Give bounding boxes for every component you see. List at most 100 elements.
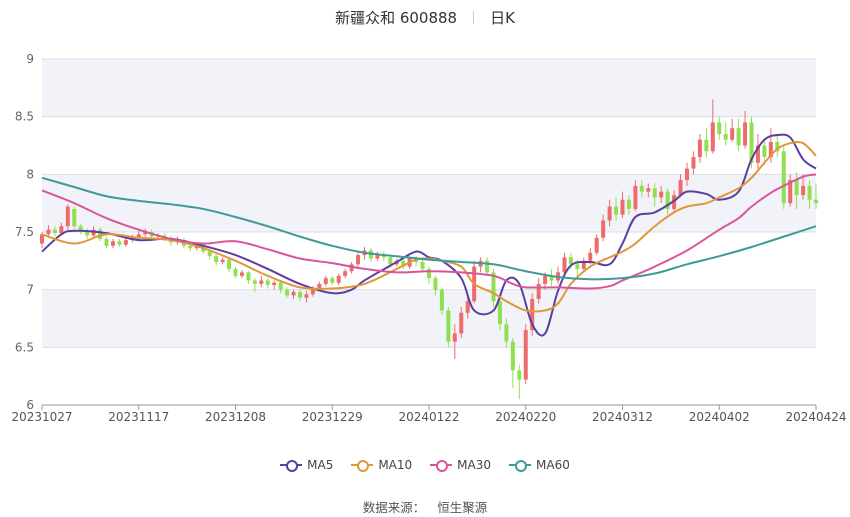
candle-body: [465, 301, 470, 313]
stock-name: 新疆众和 600888: [335, 8, 458, 27]
candle-body: [814, 199, 818, 204]
series-line-ma10: [41, 141, 817, 313]
candle-body: [646, 188, 651, 192]
candle-body: [614, 206, 619, 215]
chart-legend: MA5 MA10 MA30 MA60: [0, 458, 850, 472]
legend-label-ma5: MA5: [307, 458, 334, 472]
candle-body: [214, 256, 219, 262]
candle-body: [343, 271, 348, 276]
y-tick-label: 6: [26, 398, 34, 412]
candle-body: [639, 185, 644, 192]
series-line-ma5: [41, 133, 817, 337]
candle-body: [543, 275, 548, 284]
candle-body: [375, 255, 380, 259]
candle-body: [633, 185, 638, 209]
candle-body: [317, 283, 322, 289]
legend-swatch-ma60: [509, 459, 532, 472]
candle-body: [549, 275, 554, 281]
series-line-ma30: [41, 173, 817, 290]
series-line-ma60: [41, 176, 817, 281]
legend-swatch-ma10: [351, 459, 374, 472]
y-tick-label: 9: [26, 52, 34, 66]
candle-body: [188, 245, 193, 249]
title-separator: [473, 10, 475, 24]
legend-item-ma5[interactable]: MA5: [280, 458, 333, 472]
candle-body: [220, 259, 225, 262]
candle-body: [536, 283, 541, 299]
candle-body: [233, 268, 238, 276]
y-tick-label: 7: [26, 283, 34, 297]
candle-body: [723, 133, 728, 140]
candle-body: [298, 291, 302, 298]
candle-body: [485, 260, 490, 273]
candle-body: [704, 139, 709, 152]
candle-body: [388, 257, 393, 265]
candle-body: [78, 226, 83, 231]
legend-label-ma10: MA10: [378, 458, 413, 472]
candle-body: [807, 185, 812, 200]
period-label[interactable]: 日K: [490, 8, 515, 27]
legend-swatch-ma5: [280, 459, 303, 472]
candle-body: [72, 208, 77, 227]
candle-body: [768, 142, 773, 158]
candle-body: [401, 260, 406, 267]
candle-body: [626, 199, 631, 209]
candle-body: [594, 237, 599, 253]
y-tick-label: 7.5: [15, 225, 34, 239]
candle-body: [788, 180, 793, 204]
legend-item-ma30[interactable]: MA30: [430, 458, 491, 472]
y-tick-label: 8: [26, 167, 34, 181]
x-tick-label: 20240122: [398, 410, 459, 424]
candle-body: [685, 168, 689, 181]
candle-body: [510, 341, 515, 371]
legend-label-ma30: MA30: [457, 458, 492, 472]
candle-body: [717, 122, 722, 134]
candle-body: [736, 128, 741, 146]
data-source: 数据来源： 恒生聚源: [0, 497, 850, 516]
candle-body: [762, 145, 767, 158]
candle-body: [259, 280, 264, 284]
candle-body: [749, 122, 754, 163]
candle-body: [65, 206, 70, 227]
candle-body: [117, 241, 122, 245]
candle-body: [123, 240, 128, 245]
candle-body: [433, 278, 438, 290]
candle-body: [710, 122, 715, 152]
candle-body: [420, 261, 425, 269]
candle-body: [104, 238, 109, 246]
candle-body: [110, 241, 115, 246]
candle-body: [743, 122, 748, 146]
candle-body: [452, 333, 457, 342]
source-value: 恒生聚源: [437, 500, 488, 515]
candle-body: [530, 298, 535, 331]
candle-body: [691, 157, 696, 169]
x-tick-label: 20240402: [689, 410, 750, 424]
candle-body: [517, 370, 522, 380]
y-tick-label: 8.5: [15, 110, 34, 124]
candle-body: [659, 191, 664, 198]
candle-body: [98, 229, 103, 239]
candle-body: [265, 280, 270, 286]
x-tick-label: 20240424: [785, 410, 846, 424]
candle-body: [46, 229, 51, 235]
candle-body: [801, 185, 806, 196]
candle-body: [504, 324, 509, 342]
candle-body: [491, 272, 496, 302]
candle-body: [304, 294, 309, 298]
candle-body: [775, 142, 780, 152]
y-tick-label: 6.5: [15, 340, 34, 354]
chart-title: 新疆众和 600888 日K: [0, 6, 850, 28]
legend-item-ma10[interactable]: MA10: [351, 458, 412, 472]
candle-body: [459, 312, 464, 334]
candle-body: [730, 128, 735, 140]
legend-item-ma60[interactable]: MA60: [509, 458, 570, 472]
candle-body: [239, 272, 244, 276]
candle-body: [697, 139, 702, 158]
candle-body: [588, 252, 593, 261]
candle-body: [562, 257, 567, 273]
candle-body: [336, 275, 341, 283]
candle-body: [446, 310, 451, 342]
candle-body: [497, 301, 502, 325]
candle-body: [755, 145, 760, 163]
